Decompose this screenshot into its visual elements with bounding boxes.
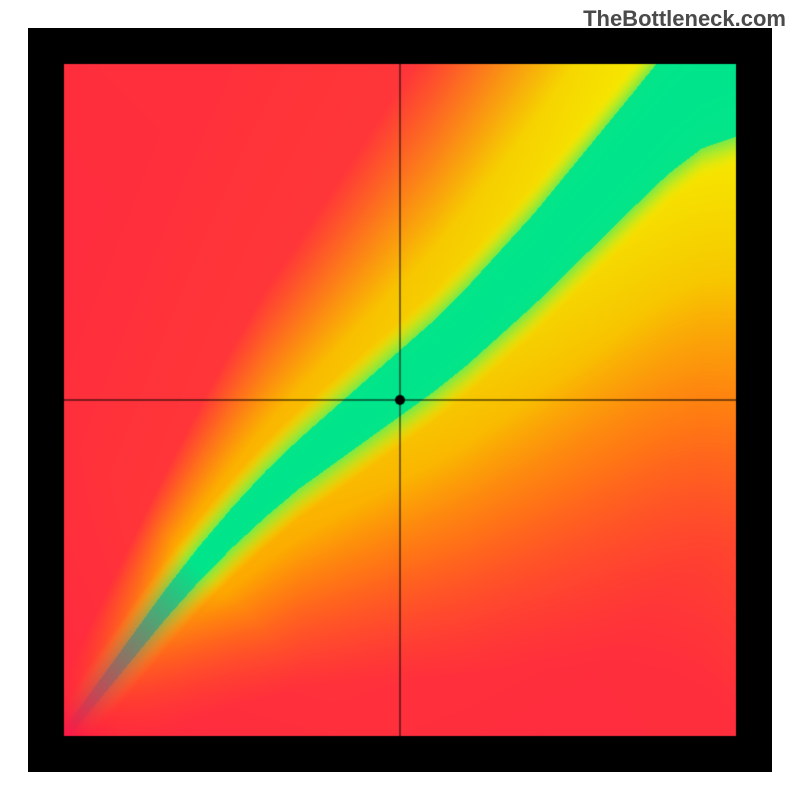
chart-frame <box>28 28 772 772</box>
watermark-text: TheBottleneck.com <box>583 6 786 32</box>
bottleneck-heatmap <box>28 28 772 772</box>
